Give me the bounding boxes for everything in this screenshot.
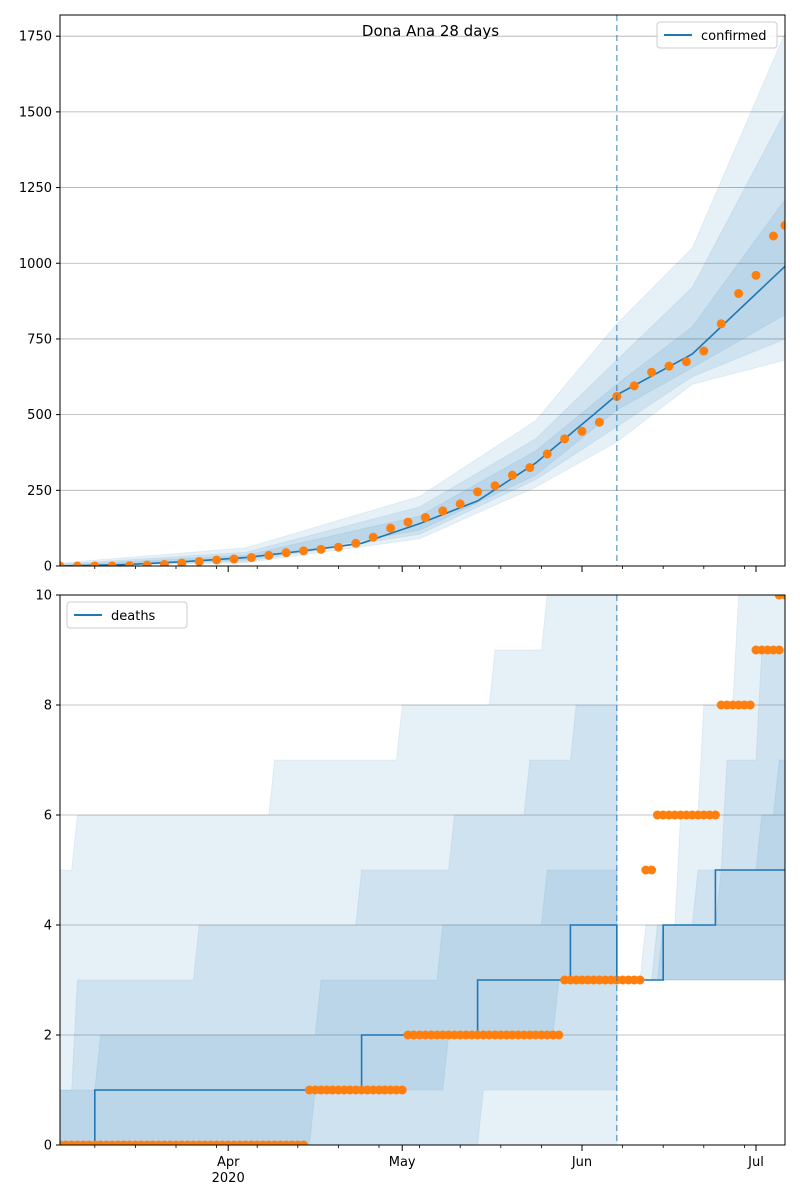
legend: confirmed (656, 21, 778, 49)
observed-point (525, 463, 535, 473)
observed-point (716, 319, 726, 329)
y-tick-label: 4 (44, 919, 52, 934)
y-tick-label: 1250 (19, 181, 52, 196)
y-tick-label: 8 (44, 699, 52, 714)
observed-point (629, 381, 639, 391)
observed-point (299, 1140, 309, 1145)
observed-point (351, 538, 361, 548)
observed-point (368, 532, 378, 542)
axes-frame (59, 14, 786, 567)
observed-point (681, 357, 691, 367)
observed-point (710, 810, 720, 820)
observed-point (594, 417, 604, 427)
observed-point (473, 487, 483, 497)
observed-point (635, 975, 645, 985)
observed-point (780, 220, 785, 230)
y-tick-label: 6 (44, 809, 52, 824)
observed-point (768, 231, 778, 241)
observed-point (246, 553, 256, 563)
y-tick-label: 2 (44, 1029, 52, 1044)
observed-point (299, 546, 309, 556)
observed-point (229, 554, 239, 564)
legend: deaths (66, 601, 188, 629)
plot-area (60, 595, 785, 1145)
observed-point (751, 270, 761, 280)
x-tick-label: Jun (571, 1155, 592, 1170)
legend-box (66, 601, 188, 629)
observed-point (745, 700, 755, 710)
x-tick-label: Apr (217, 1155, 240, 1170)
observed-point (420, 513, 430, 523)
observed-point (455, 499, 465, 509)
observed-point (90, 561, 100, 566)
observed-point (386, 523, 396, 533)
observed-point (647, 865, 657, 875)
plot-area (60, 32, 785, 566)
y-tick-label: 500 (27, 408, 52, 423)
confidence-band (616, 649, 785, 981)
y-tick-label: 0 (44, 1139, 52, 1154)
observed-point (212, 555, 222, 565)
observed-point (438, 506, 448, 516)
legend-label: confirmed (701, 29, 767, 44)
x-tick-label: May (389, 1155, 416, 1170)
observed-point (403, 517, 413, 527)
observed-point (734, 289, 744, 299)
observed-point (316, 544, 326, 554)
x-tick-sublabel: 2020 (212, 1171, 245, 1186)
legend-label: deaths (111, 609, 156, 624)
axes-frame (59, 594, 786, 1146)
observed-point (264, 550, 274, 560)
observed-point (159, 559, 169, 566)
y-tick-label: 1500 (19, 105, 52, 120)
x-tick-label: Jul (747, 1155, 764, 1170)
observed-point (542, 449, 552, 459)
y-tick-label: 1000 (19, 257, 52, 272)
legend-box (656, 21, 778, 49)
observed-point (397, 1085, 407, 1095)
observed-point (507, 470, 517, 480)
y-tick-label: 250 (27, 484, 52, 499)
confirmed-panel: 0 250 500 750 1000 1250 1500 1750 Dona Ana 28 da… (19, 14, 786, 575)
confidence-band (616, 595, 785, 981)
observed-point (490, 481, 500, 491)
observed-point (647, 367, 657, 377)
confidence-band (616, 759, 785, 981)
observed-point (554, 1030, 564, 1040)
observed-point (333, 542, 343, 552)
observed-point (780, 595, 785, 600)
observed-point (699, 346, 709, 356)
y-tick-label: 10 (35, 589, 52, 604)
observed-point (664, 361, 674, 371)
observed-point (774, 645, 784, 655)
chart-title: Dona Ana 28 days (362, 22, 499, 40)
model-line-deaths (60, 869, 785, 1145)
observed-point (142, 560, 152, 566)
observed-point (72, 561, 82, 566)
observed-point (560, 434, 570, 444)
observed-point (177, 558, 187, 566)
observed-point (577, 426, 587, 436)
observed-point (281, 548, 291, 558)
observed-point (60, 561, 65, 566)
observed-point (194, 556, 204, 566)
observed-point (125, 561, 135, 566)
y-tick-label: 1750 (19, 30, 52, 45)
observed-point (107, 561, 117, 566)
y-tick-label: 750 (27, 332, 52, 347)
y-tick-label: 0 (44, 560, 52, 575)
